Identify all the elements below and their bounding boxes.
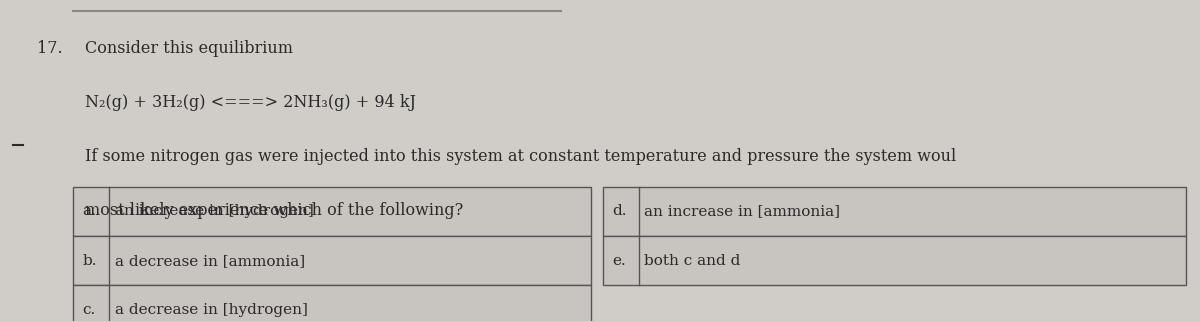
Text: d.: d. [612, 204, 626, 218]
Text: N₂(g) + 3H₂(g) <===> 2NH₃(g) + 94 kJ: N₂(g) + 3H₂(g) <===> 2NH₃(g) + 94 kJ [85, 94, 415, 111]
Text: both c and d: both c and d [644, 254, 740, 268]
Text: c.: c. [83, 303, 96, 317]
Text: most likely experience which of the following?: most likely experience which of the foll… [85, 203, 463, 220]
Bar [602, 186, 1187, 236]
Bar [73, 286, 590, 322]
Text: b.: b. [83, 254, 97, 268]
Text: a decrease in [hydrogen]: a decrease in [hydrogen] [114, 303, 307, 317]
Bar [73, 186, 590, 236]
Bar [602, 236, 1187, 286]
Text: an increase in [hydrogen]: an increase in [hydrogen] [114, 204, 313, 218]
Text: If some nitrogen gas were injected into this system at constant temperature and : If some nitrogen gas were injected into … [85, 148, 956, 165]
Text: a decrease in [ammonia]: a decrease in [ammonia] [114, 254, 305, 268]
Text: 17.: 17. [37, 40, 62, 57]
Text: e.: e. [612, 254, 626, 268]
Text: a.: a. [83, 204, 96, 218]
Text: an increase in [ammonia]: an increase in [ammonia] [644, 204, 840, 218]
Text: Consider this equilibrium: Consider this equilibrium [85, 40, 293, 57]
Bar [73, 236, 590, 286]
